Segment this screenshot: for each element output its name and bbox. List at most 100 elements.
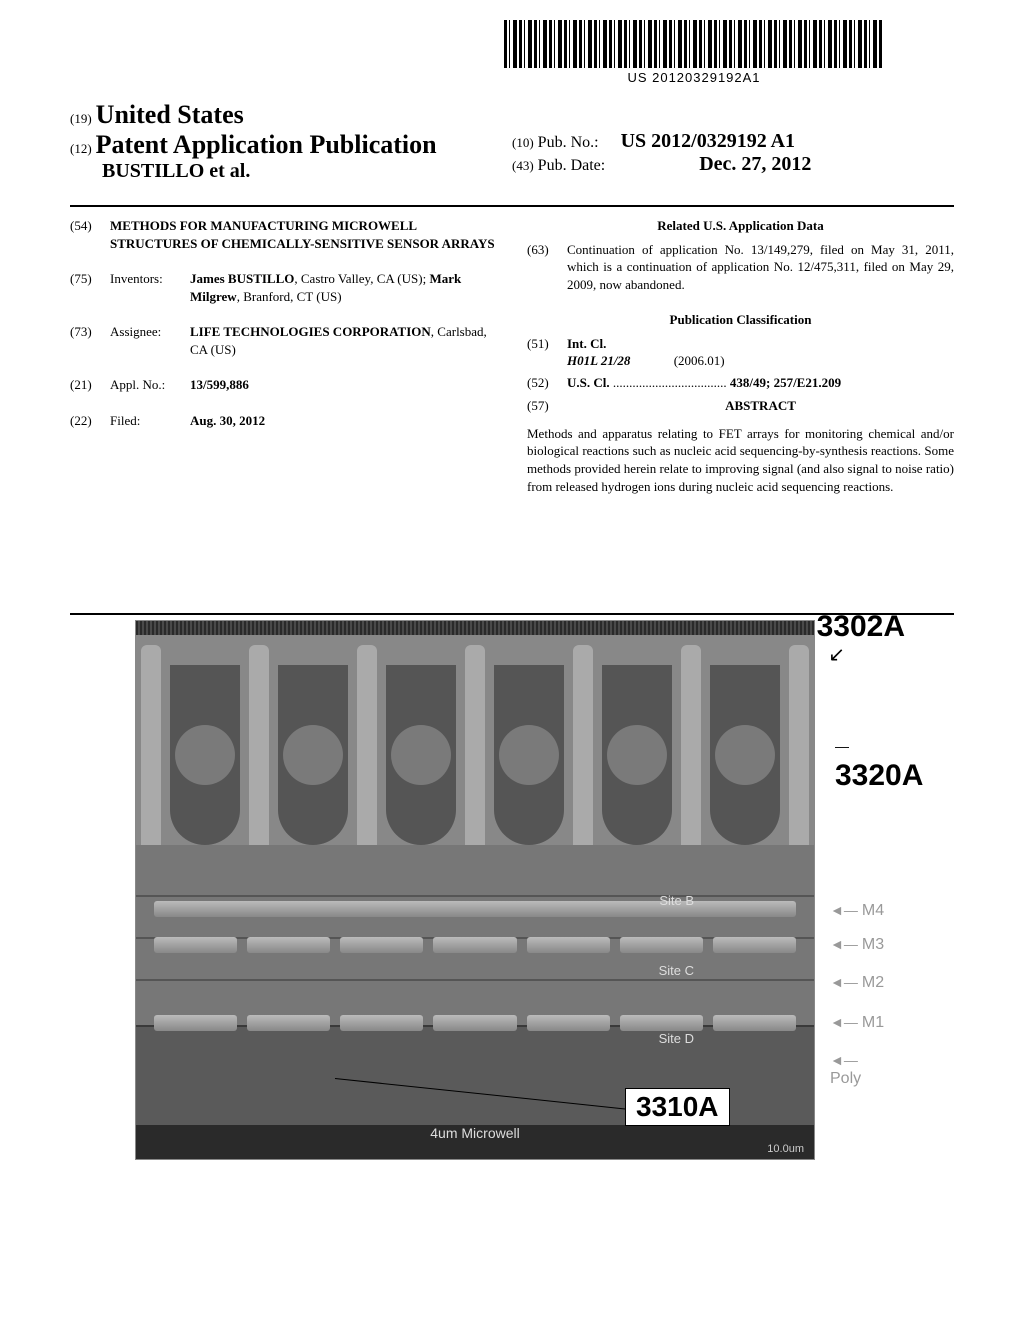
- field-21-num: (21): [70, 376, 110, 394]
- microwell: [386, 665, 456, 845]
- field-73-val: LIFE TECHNOLOGIES CORPORATION, Carlsbad,…: [190, 323, 497, 358]
- well-wall: [357, 645, 377, 845]
- pub-number: US 2012/0329192 A1: [621, 130, 795, 152]
- field-title: (54) METHODS FOR MANUFACTURING MICROWELL…: [70, 217, 497, 252]
- well-wall: [573, 645, 593, 845]
- well-wall: [789, 645, 809, 845]
- metal-pad: [433, 937, 516, 953]
- field-abstract-head: (57) ABSTRACT: [527, 397, 954, 421]
- well-wall: [141, 645, 161, 845]
- well-wall: [465, 645, 485, 845]
- related-heading: Related U.S. Application Data: [527, 217, 954, 235]
- annot-m4-text: M4: [862, 902, 884, 919]
- metal-pad: [154, 937, 237, 953]
- barcode-graphic: [504, 20, 884, 68]
- field-63-val: Continuation of application No. 13/149,2…: [567, 241, 954, 294]
- annot-m3: ◄—M3: [830, 936, 884, 954]
- microwell: [602, 665, 672, 845]
- leader-line-icon: —: [835, 738, 849, 754]
- field-57-num: (57): [527, 397, 567, 421]
- site-b-label: Site B: [659, 893, 694, 908]
- code-10: (10): [512, 135, 534, 150]
- annot-3320a-text: 3320A: [835, 759, 923, 792]
- field-73-lbl: Assignee:: [110, 323, 190, 358]
- microwell: [278, 665, 348, 845]
- annot-poly-text: Poly: [830, 1070, 861, 1087]
- pubno-label: Pub. No.:: [538, 134, 599, 151]
- figure-label-3302a: 3302A: [817, 610, 905, 644]
- leader-arrow-icon: ◄—: [830, 974, 858, 990]
- arrow-icon: ↙: [828, 642, 845, 667]
- metal-pad: [154, 1015, 237, 1031]
- metal-pad: [620, 937, 703, 953]
- leader-arrow-icon: ◄—: [830, 1052, 858, 1068]
- metal-pad: [527, 1015, 610, 1031]
- field-52-dots: ...................................: [613, 375, 730, 390]
- site-d-label: Site D: [659, 1031, 694, 1046]
- callout-3310a: 3310A: [625, 1088, 730, 1126]
- figure-caption: 4um Microwell: [430, 1125, 519, 1141]
- field-assignee: (73) Assignee: LIFE TECHNOLOGIES CORPORA…: [70, 323, 497, 358]
- field-73-num: (73): [70, 323, 110, 358]
- code-12: (12): [70, 141, 92, 156]
- leader-arrow-icon: ◄—: [830, 902, 858, 918]
- field-51-num: (51): [527, 335, 567, 370]
- metal-pad: [340, 1015, 423, 1031]
- right-column: Related U.S. Application Data (63) Conti…: [527, 217, 954, 495]
- metal-pad: [713, 1015, 796, 1031]
- field-51-year: (2006.01): [674, 353, 725, 368]
- annot-3320a: — 3320A: [835, 725, 923, 793]
- field-75-val: James BUSTILLO, Castro Valley, CA (US); …: [190, 270, 497, 305]
- field-51-lbl: Int. Cl.: [567, 335, 954, 353]
- field-applno: (21) Appl. No.: 13/599,886: [70, 376, 497, 394]
- biblio-columns: (54) METHODS FOR MANUFACTURING MICROWELL…: [70, 217, 954, 495]
- field-22-lbl: Filed:: [110, 412, 190, 430]
- publication-type: Patent Application Publication: [96, 130, 437, 159]
- field-52-num: (52): [527, 374, 567, 392]
- metal-pad: [340, 937, 423, 953]
- field-continuation: (63) Continuation of application No. 13/…: [527, 241, 954, 294]
- leader-arrow-icon: ◄—: [830, 1014, 858, 1030]
- field-21-lbl: Appl. No.:: [110, 376, 190, 394]
- microwell: [710, 665, 780, 845]
- annot-m3-text: M3: [862, 936, 884, 953]
- sem-micrograph: Site B Site C Site D 4um Microwell 10.0u…: [135, 620, 815, 1160]
- microwell: [170, 665, 240, 845]
- country: United States: [96, 100, 244, 129]
- field-22-num: (22): [70, 412, 110, 430]
- metal-row-m4: [136, 901, 814, 917]
- metal-pad: [247, 1015, 330, 1031]
- metal-row-m1: [136, 1015, 814, 1031]
- pub-date: Dec. 27, 2012: [699, 153, 811, 175]
- abstract-heading: ABSTRACT: [567, 397, 954, 415]
- header-right: (10) Pub. No.: US 2012/0329192 A1 (43) P…: [512, 100, 954, 176]
- microwell: [494, 665, 564, 845]
- field-52-lbl: U.S. Cl.: [567, 375, 610, 390]
- field-75-lbl: Inventors:: [110, 270, 190, 305]
- annot-m2-text: M2: [862, 974, 884, 991]
- metal-pad: [713, 937, 796, 953]
- field-54-val: METHODS FOR MANUFACTURING MICROWELL STRU…: [110, 217, 497, 252]
- sem-top-band: [136, 621, 814, 635]
- field-21-val: 13/599,886: [190, 376, 497, 394]
- left-column: (54) METHODS FOR MANUFACTURING MICROWELL…: [70, 217, 497, 495]
- annot-m1-text: M1: [862, 1014, 884, 1031]
- field-51-code: H01L 21/28: [567, 353, 630, 368]
- barcode-block: US 20120329192A1: [504, 20, 884, 85]
- header-left: (19) United States (12) Patent Applicati…: [70, 100, 512, 183]
- metal-pad: [247, 937, 330, 953]
- leader-arrow-icon: ◄—: [830, 936, 858, 952]
- authors: BUSTILLO et al.: [102, 160, 250, 182]
- pubdate-label: Pub. Date:: [538, 157, 606, 174]
- field-75-num: (75): [70, 270, 110, 305]
- metal-pad: [154, 901, 796, 917]
- field-inventors: (75) Inventors: James BUSTILLO, Castro V…: [70, 270, 497, 305]
- field-52-codes: 438/49; 257/E21.209: [730, 375, 841, 390]
- well-wall: [249, 645, 269, 845]
- annot-m2: ◄—M2: [830, 974, 884, 992]
- site-c-label: Site C: [659, 963, 694, 978]
- field-63-num: (63): [527, 241, 567, 294]
- code-19: (19): [70, 111, 92, 126]
- metal-pad: [433, 1015, 516, 1031]
- code-43: (43): [512, 158, 534, 173]
